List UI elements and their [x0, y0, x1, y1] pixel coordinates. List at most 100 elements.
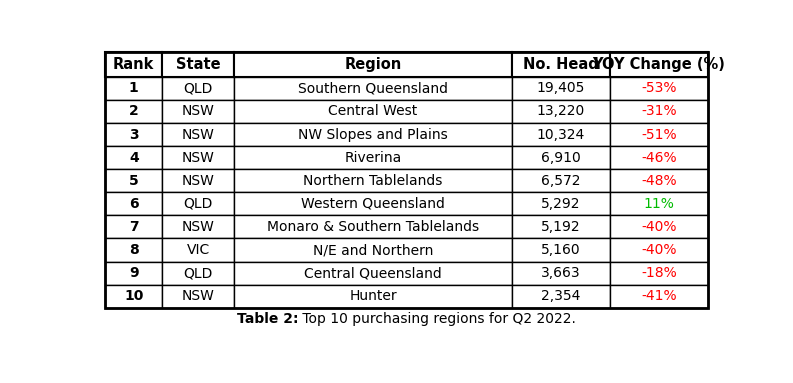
Text: Top 10 purchasing regions for Q2 2022.: Top 10 purchasing regions for Q2 2022.	[298, 313, 576, 326]
Text: 6,910: 6,910	[541, 151, 580, 165]
Text: Western Queensland: Western Queensland	[301, 197, 445, 211]
Bar	[163, 192, 235, 215]
Bar	[105, 100, 163, 123]
Bar	[105, 146, 163, 169]
Bar	[235, 77, 511, 100]
Text: -40%: -40%	[642, 220, 676, 234]
Text: VIC: VIC	[186, 243, 210, 257]
Text: 2,354: 2,354	[542, 289, 580, 303]
Bar	[235, 169, 511, 192]
Text: 3: 3	[129, 128, 139, 141]
Bar	[235, 215, 511, 239]
Bar	[163, 77, 235, 100]
Text: Central Queensland: Central Queensland	[305, 266, 442, 280]
Text: QLD: QLD	[184, 266, 213, 280]
Text: 4: 4	[129, 151, 139, 165]
Bar	[611, 100, 707, 123]
Text: Monaro & Southern Tablelands: Monaro & Southern Tablelands	[267, 220, 479, 234]
Bar	[235, 146, 511, 169]
Text: 7: 7	[129, 220, 139, 234]
Bar	[105, 192, 163, 215]
Text: NW Slopes and Plains: NW Slopes and Plains	[298, 128, 448, 141]
Bar	[235, 192, 511, 215]
Bar	[105, 239, 163, 262]
Text: 10: 10	[125, 289, 144, 303]
Bar	[511, 123, 611, 146]
Bar	[163, 239, 235, 262]
Text: 13,220: 13,220	[537, 105, 585, 118]
Bar	[611, 262, 707, 285]
Text: -53%: -53%	[642, 81, 676, 95]
Bar	[611, 192, 707, 215]
Text: -18%: -18%	[641, 266, 676, 280]
Bar	[511, 100, 611, 123]
Text: -46%: -46%	[641, 151, 676, 165]
Text: 3,663: 3,663	[541, 266, 580, 280]
Bar	[163, 285, 235, 308]
Bar	[105, 52, 707, 308]
Bar	[511, 77, 611, 100]
Text: Southern Queensland: Southern Queensland	[298, 81, 448, 95]
Bar	[511, 192, 611, 215]
Text: 6: 6	[129, 197, 139, 211]
Text: NSW: NSW	[182, 151, 215, 165]
Bar	[105, 215, 163, 239]
Bar	[235, 52, 511, 77]
Bar	[611, 215, 707, 239]
Bar	[511, 52, 611, 77]
Bar	[105, 262, 163, 285]
Text: Rank: Rank	[113, 57, 155, 72]
Text: 5: 5	[129, 174, 139, 188]
Text: Hunter: Hunter	[349, 289, 396, 303]
Bar	[611, 77, 707, 100]
Text: Table 2:: Table 2:	[237, 313, 298, 326]
Text: 6,572: 6,572	[541, 174, 580, 188]
Bar	[163, 169, 235, 192]
Bar	[105, 285, 163, 308]
Text: QLD: QLD	[184, 81, 213, 95]
Bar	[611, 52, 707, 77]
Text: No. Head: No. Head	[523, 57, 599, 72]
Bar	[511, 239, 611, 262]
Text: 19,405: 19,405	[537, 81, 585, 95]
Text: Riverina: Riverina	[344, 151, 401, 165]
Bar	[163, 52, 235, 77]
Text: -40%: -40%	[642, 243, 676, 257]
Text: -51%: -51%	[641, 128, 676, 141]
Text: State: State	[176, 57, 220, 72]
Bar	[611, 169, 707, 192]
Text: 1: 1	[129, 81, 139, 95]
Bar	[235, 262, 511, 285]
Text: NSW: NSW	[182, 289, 215, 303]
Bar	[611, 285, 707, 308]
Bar	[611, 239, 707, 262]
Text: 8: 8	[129, 243, 139, 257]
Text: 5,192: 5,192	[541, 220, 580, 234]
Text: 2: 2	[129, 105, 139, 118]
Bar	[163, 123, 235, 146]
Text: -41%: -41%	[641, 289, 676, 303]
Text: NSW: NSW	[182, 174, 215, 188]
Text: Northern Tablelands: Northern Tablelands	[303, 174, 442, 188]
Text: N/E and Northern: N/E and Northern	[312, 243, 433, 257]
Bar	[105, 169, 163, 192]
Text: NSW: NSW	[182, 128, 215, 141]
Bar	[511, 215, 611, 239]
Text: 5,292: 5,292	[541, 197, 580, 211]
Bar	[163, 100, 235, 123]
Bar	[235, 239, 511, 262]
Text: -31%: -31%	[641, 105, 676, 118]
Text: -48%: -48%	[641, 174, 676, 188]
Text: NSW: NSW	[182, 220, 215, 234]
Text: YOY Change (%): YOY Change (%)	[592, 57, 726, 72]
Text: Central West: Central West	[328, 105, 418, 118]
Text: Region: Region	[344, 57, 401, 72]
Bar	[511, 285, 611, 308]
Text: 10,324: 10,324	[537, 128, 585, 141]
Text: QLD: QLD	[184, 197, 213, 211]
Bar	[235, 100, 511, 123]
Bar	[163, 262, 235, 285]
Bar	[235, 285, 511, 308]
Text: NSW: NSW	[182, 105, 215, 118]
Bar	[235, 123, 511, 146]
